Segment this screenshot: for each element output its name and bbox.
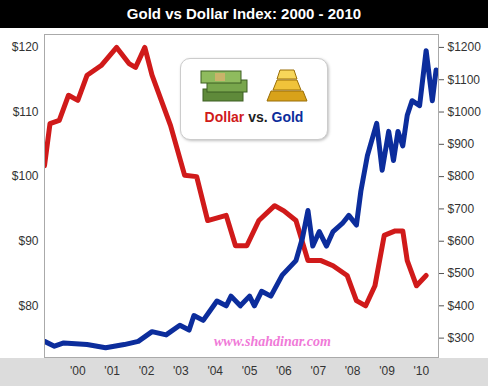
svg-text:'04: '04: [207, 364, 223, 378]
svg-text:$1000: $1000: [448, 105, 482, 119]
svg-text:$110: $110: [13, 105, 39, 119]
svg-text:$90: $90: [18, 234, 38, 248]
svg-text:'05: '05: [242, 364, 258, 378]
svg-text:'02: '02: [139, 364, 155, 378]
html-text:www.shahdinar.com: www.shahdinar.com: [214, 334, 331, 349]
svg-text:$500: $500: [448, 266, 475, 280]
svg-text:$400: $400: [448, 299, 475, 313]
svg-text:$300: $300: [448, 331, 475, 345]
svg-text:$100: $100: [12, 169, 39, 183]
svg-text:'03: '03: [173, 364, 189, 378]
svg-text:'01: '01: [104, 364, 120, 378]
svg-text:'00: '00: [70, 364, 86, 378]
svg-text:$700: $700: [448, 202, 475, 216]
svg-text:$900: $900: [448, 137, 475, 151]
html-text:Dollar vs. Gold: Dollar vs. Gold: [204, 109, 304, 125]
svg-text:'09: '09: [379, 364, 395, 378]
svg-text:'08: '08: [345, 364, 361, 378]
svg-text:$1100: $1100: [448, 73, 481, 87]
html-text:Gold vs Dollar Index: 2000 - 2: Gold vs Dollar Index: 2000 - 2010: [126, 5, 362, 22]
svg-text:'07: '07: [310, 364, 326, 378]
svg-text:'10: '10: [414, 364, 430, 378]
svg-text:$80: $80: [18, 299, 38, 313]
svg-text:$1200: $1200: [448, 40, 482, 54]
svg-text:'06: '06: [276, 364, 292, 378]
svg-text:$120: $120: [12, 40, 39, 54]
svg-text:$800: $800: [448, 169, 475, 183]
svg-text:$600: $600: [448, 234, 475, 248]
